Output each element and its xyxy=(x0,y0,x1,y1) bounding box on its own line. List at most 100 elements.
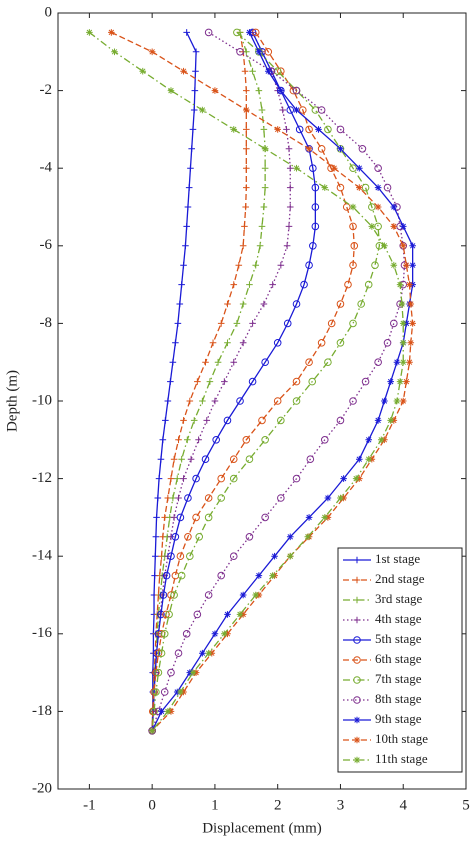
data-marker xyxy=(243,145,250,153)
x-tick-label: 0 xyxy=(148,797,156,813)
data-marker xyxy=(299,106,307,114)
data-marker xyxy=(390,203,398,211)
data-marker xyxy=(151,552,159,560)
data-marker xyxy=(277,87,285,94)
legend-label: 6th stage xyxy=(375,651,422,666)
legend-label: 9th stage xyxy=(375,711,422,726)
data-marker xyxy=(390,261,398,269)
data-marker xyxy=(261,358,269,366)
data-marker xyxy=(324,358,332,366)
data-marker xyxy=(217,494,226,502)
data-marker xyxy=(229,552,238,560)
data-marker xyxy=(396,378,404,385)
data-marker xyxy=(154,494,162,502)
legend-label: 5th stage xyxy=(375,631,422,646)
legend-label: 7th stage xyxy=(375,671,422,686)
data-marker xyxy=(305,125,313,134)
legend-marker xyxy=(353,636,361,644)
data-marker xyxy=(214,358,222,366)
data-marker xyxy=(292,474,301,483)
legend-marker xyxy=(353,616,361,624)
data-marker xyxy=(286,184,294,191)
data-marker xyxy=(321,184,329,191)
data-marker xyxy=(258,223,266,230)
data-marker xyxy=(177,688,184,696)
data-marker xyxy=(283,242,291,250)
data-marker xyxy=(211,87,219,94)
data-marker xyxy=(174,649,183,657)
data-marker xyxy=(305,358,313,366)
data-marker xyxy=(274,126,281,133)
data-marker xyxy=(190,106,198,114)
data-marker xyxy=(152,688,160,696)
data-marker xyxy=(239,300,247,308)
data-marker xyxy=(192,474,200,483)
data-marker xyxy=(233,320,241,327)
data-marker xyxy=(304,533,312,541)
data-marker xyxy=(365,436,373,444)
data-marker xyxy=(243,184,250,191)
data-marker xyxy=(336,416,345,425)
data-marker xyxy=(108,29,115,36)
data-marker xyxy=(204,513,213,522)
data-marker xyxy=(230,358,238,366)
data-marker xyxy=(269,572,276,579)
data-marker xyxy=(407,300,415,308)
data-marker xyxy=(182,242,189,250)
data-marker xyxy=(277,261,285,269)
data-marker xyxy=(160,688,169,696)
legend-box xyxy=(337,547,463,773)
data-marker xyxy=(293,106,300,114)
data-marker xyxy=(320,436,329,444)
data-marker xyxy=(175,436,182,444)
data-marker xyxy=(374,417,382,424)
data-marker xyxy=(271,552,278,560)
data-marker xyxy=(195,533,204,541)
data-marker xyxy=(148,48,156,56)
data-marker xyxy=(187,164,194,172)
data-marker xyxy=(192,67,199,75)
data-marker xyxy=(251,28,260,37)
data-marker xyxy=(365,455,373,463)
data-marker xyxy=(396,281,404,288)
y-tick-label: -16 xyxy=(32,625,52,641)
y-axis-label: Depth (m) xyxy=(4,370,20,432)
data-marker xyxy=(211,397,219,405)
data-marker xyxy=(355,164,363,172)
x-axis-label: Displacement (mm) xyxy=(202,820,322,836)
data-marker xyxy=(157,610,165,619)
data-marker xyxy=(261,184,269,191)
data-marker xyxy=(273,397,282,405)
data-marker xyxy=(153,514,160,521)
data-marker xyxy=(387,417,394,424)
data-marker xyxy=(249,320,256,327)
data-marker xyxy=(261,145,269,153)
data-marker xyxy=(148,727,156,735)
data-marker xyxy=(173,475,181,482)
data-marker xyxy=(246,29,253,36)
legend-marker xyxy=(353,596,361,604)
y-tick-label: -18 xyxy=(32,703,52,719)
data-marker xyxy=(209,339,217,347)
data-marker xyxy=(403,378,410,385)
data-marker xyxy=(150,707,158,716)
data-marker xyxy=(206,378,214,385)
data-marker xyxy=(248,377,257,386)
data-marker xyxy=(185,184,193,191)
data-marker xyxy=(182,630,191,638)
data-marker xyxy=(86,29,93,36)
data-marker xyxy=(324,125,332,134)
data-marker xyxy=(217,474,226,483)
data-marker xyxy=(283,126,290,133)
data-marker xyxy=(192,513,200,522)
data-marker xyxy=(192,48,200,56)
data-marker xyxy=(364,280,373,289)
legend-label: 1st stage xyxy=(375,551,420,566)
legend-label: 10th stage xyxy=(375,731,428,746)
data-marker xyxy=(195,436,202,444)
data-marker xyxy=(201,455,210,463)
data-marker xyxy=(229,455,238,463)
data-marker xyxy=(177,571,186,580)
data-marker xyxy=(352,475,360,482)
